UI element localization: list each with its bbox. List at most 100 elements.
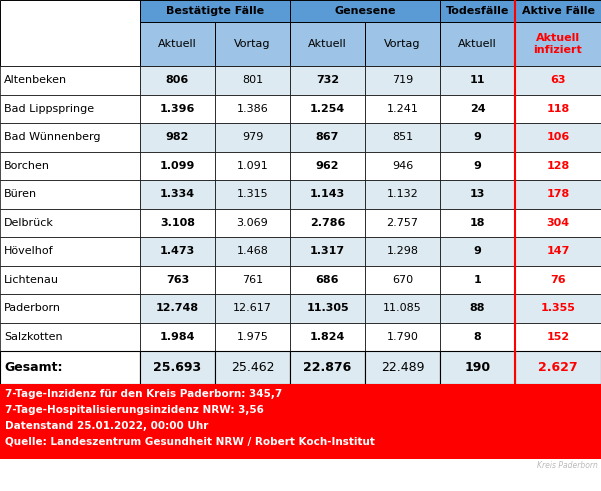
- Text: 670: 670: [392, 275, 413, 285]
- Text: 962: 962: [316, 161, 339, 171]
- Bar: [515, 0, 601, 22]
- Bar: [515, 152, 601, 180]
- Text: Aktuell
infiziert: Aktuell infiziert: [534, 33, 582, 55]
- Text: Datenstand 25.01.2022, 00:00 Uhr: Datenstand 25.01.2022, 00:00 Uhr: [5, 421, 209, 431]
- Bar: [140, 323, 215, 351]
- Text: 1.099: 1.099: [160, 161, 195, 171]
- Text: 18: 18: [470, 218, 485, 228]
- Text: 806: 806: [166, 75, 189, 85]
- Bar: [440, 123, 515, 152]
- Text: 1.824: 1.824: [310, 332, 345, 342]
- Text: 719: 719: [392, 75, 413, 85]
- Bar: [440, 266, 515, 294]
- Bar: [215, 152, 290, 180]
- Bar: [515, 22, 601, 66]
- Text: Kreis Paderborn: Kreis Paderborn: [537, 462, 598, 470]
- Bar: [0, 323, 140, 351]
- Bar: [515, 351, 601, 384]
- Bar: [0, 152, 140, 180]
- Bar: [215, 323, 290, 351]
- Text: 7-Tage-Hospitalisierungsinzidenz NRW: 3,56: 7-Tage-Hospitalisierungsinzidenz NRW: 3,…: [5, 405, 264, 415]
- Text: 1.317: 1.317: [310, 246, 345, 256]
- Text: Bad Wünnenberg: Bad Wünnenberg: [4, 132, 100, 142]
- Text: 63: 63: [551, 75, 566, 85]
- Bar: [140, 351, 215, 384]
- Bar: [215, 209, 290, 237]
- Text: Vortag: Vortag: [384, 39, 421, 49]
- Bar: [0, 237, 140, 266]
- Bar: [440, 180, 515, 209]
- Text: 11.085: 11.085: [383, 303, 422, 313]
- Text: Aktuell: Aktuell: [308, 39, 347, 49]
- Text: 1.984: 1.984: [160, 332, 195, 342]
- Bar: [140, 94, 215, 123]
- Bar: [215, 180, 290, 209]
- Bar: [365, 94, 440, 123]
- Text: 12.617: 12.617: [233, 303, 272, 313]
- Text: 801: 801: [242, 75, 263, 85]
- Text: 982: 982: [166, 132, 189, 142]
- Bar: [140, 294, 215, 323]
- Text: Aktive Fälle: Aktive Fälle: [522, 6, 594, 16]
- Bar: [140, 209, 215, 237]
- Text: 11.305: 11.305: [306, 303, 349, 313]
- Text: 128: 128: [546, 161, 570, 171]
- Bar: [215, 237, 290, 266]
- Bar: [515, 180, 601, 209]
- Text: Salzkotten: Salzkotten: [4, 332, 63, 342]
- Text: Altenbeken: Altenbeken: [4, 75, 67, 85]
- Text: 851: 851: [392, 132, 413, 142]
- Bar: [365, 266, 440, 294]
- Text: Vortag: Vortag: [234, 39, 270, 49]
- Bar: [290, 152, 365, 180]
- Bar: [440, 0, 515, 22]
- Text: Hövelhof: Hövelhof: [4, 246, 53, 256]
- Text: 8: 8: [474, 332, 481, 342]
- Text: Borchen: Borchen: [4, 161, 50, 171]
- Text: 178: 178: [546, 189, 570, 199]
- Bar: [365, 323, 440, 351]
- Bar: [0, 94, 140, 123]
- Text: 3.069: 3.069: [237, 218, 269, 228]
- Bar: [215, 266, 290, 294]
- Bar: [365, 209, 440, 237]
- Bar: [515, 266, 601, 294]
- Text: 11: 11: [470, 75, 485, 85]
- Text: 1.790: 1.790: [386, 332, 418, 342]
- Bar: [290, 22, 365, 66]
- Text: 2.786: 2.786: [310, 218, 345, 228]
- Bar: [290, 209, 365, 237]
- Text: 76: 76: [550, 275, 566, 285]
- Text: 979: 979: [242, 132, 263, 142]
- Bar: [440, 152, 515, 180]
- Bar: [365, 22, 440, 66]
- Bar: [215, 294, 290, 323]
- Bar: [365, 294, 440, 323]
- Bar: [290, 294, 365, 323]
- Text: Lichtenau: Lichtenau: [4, 275, 59, 285]
- Text: 1.143: 1.143: [310, 189, 345, 199]
- Bar: [0, 66, 140, 94]
- Text: 1.975: 1.975: [237, 332, 269, 342]
- Text: 152: 152: [546, 332, 570, 342]
- Text: 686: 686: [316, 275, 339, 285]
- Bar: [215, 66, 290, 94]
- Bar: [0, 384, 601, 459]
- Text: Bestätigte Fälle: Bestätigte Fälle: [166, 6, 264, 16]
- Bar: [440, 22, 515, 66]
- Bar: [365, 152, 440, 180]
- Text: 1.091: 1.091: [237, 161, 269, 171]
- Bar: [440, 351, 515, 384]
- Text: 1.386: 1.386: [237, 104, 269, 114]
- Bar: [515, 209, 601, 237]
- Bar: [140, 22, 215, 66]
- Bar: [515, 237, 601, 266]
- Text: 88: 88: [470, 303, 485, 313]
- Bar: [515, 294, 601, 323]
- Text: 9: 9: [474, 246, 481, 256]
- Bar: [140, 152, 215, 180]
- Bar: [140, 180, 215, 209]
- Text: 2.627: 2.627: [538, 361, 578, 374]
- Bar: [140, 266, 215, 294]
- Bar: [290, 0, 440, 22]
